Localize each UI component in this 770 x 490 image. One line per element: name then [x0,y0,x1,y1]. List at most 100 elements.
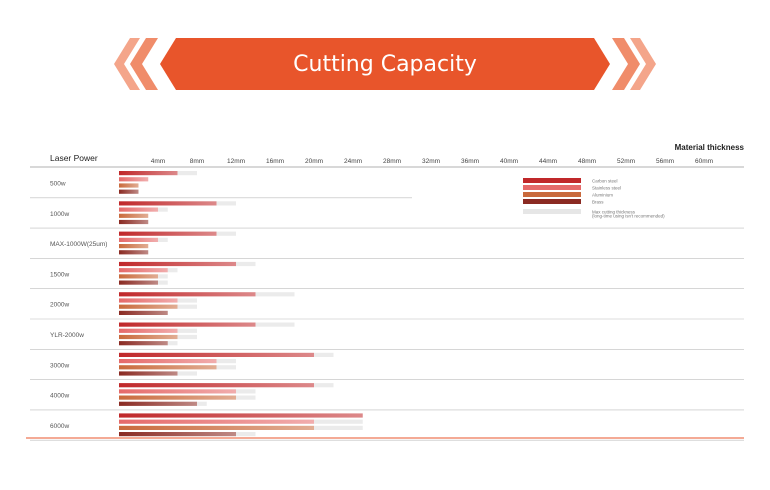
max-thickness-bar [158,237,168,242]
max-thickness-bar [236,389,256,394]
max-thickness-bar [236,261,256,267]
max-thickness-bar [177,171,197,176]
thickness-bar [119,213,149,218]
legend-label: Aluminium [592,193,613,198]
power-label: 3000w [50,362,69,369]
max-thickness-bar [158,274,168,279]
x-tick-label: 32mm [422,158,440,165]
thickness-bar [119,219,149,225]
thickness-bar [119,231,217,236]
thickness-bar [119,171,178,176]
legend-note: (long-time using isn't recommended) [592,214,665,219]
x-tick-label: 12mm [227,158,245,165]
thickness-bar [119,268,168,273]
legend-label: Carbon steel [592,179,618,184]
power-label: 4000w [50,393,69,400]
thickness-bar [119,419,314,424]
max-thickness-bar [236,432,256,437]
thickness-bar [119,322,256,327]
max-thickness-bar [167,268,178,273]
legend: Carbon steel Stainless steel Aluminium Bras… [523,178,665,219]
banner-title: Cutting Capacity [293,52,477,77]
thickness-bar [119,280,158,285]
max-thickness-bar [314,419,363,424]
x-tick-label: 4mm [151,158,165,165]
power-row: 2000w [30,292,744,320]
thickness-bar [119,189,139,194]
power-row: 1500w [30,261,744,290]
max-thickness-bar [314,352,334,357]
x-tick-labels: 4mm 8mm 12mm 16mm 20mm 24mm 28mm 32mm 36mm 40mm 44… [151,158,713,165]
power-row: 3000w [30,352,744,380]
legend-label: Brass [592,200,604,205]
thickness-bar [119,183,139,188]
thickness-bar [119,298,178,303]
power-label: 6000w [50,423,69,430]
max-thickness-bar [177,328,197,333]
power-label: YLR-2000w [50,332,84,339]
x-tick-label: 52mm [617,158,635,165]
thickness-bar [119,328,178,333]
thickness-bar [119,177,149,182]
legend-label: Max cutting thickness [592,210,636,215]
x-tick-label: 48mm [578,158,596,165]
x-tick-label: 56mm [656,158,674,165]
x-axis-label: Material thickness [675,143,745,152]
right-chevron-middle [612,38,640,90]
legend-swatch [523,192,581,197]
max-thickness-bar [158,207,168,212]
power-label: 1500w [50,271,69,278]
left-chevron-outer [114,38,140,90]
thickness-bar [119,365,217,370]
thickness-bar [119,237,158,242]
x-tick-label: 20mm [305,158,323,165]
legend-swatch [523,178,581,183]
thickness-bar [119,341,168,346]
thickness-bar [119,401,197,406]
x-tick-label: 16mm [266,158,284,165]
x-tick-label: 60mm [695,158,713,165]
max-thickness-bar [216,201,236,206]
legend-swatch [523,199,581,204]
max-thickness-bar [167,341,178,346]
x-tick-label: 44mm [539,158,557,165]
thickness-bar [119,207,158,212]
power-rows: 500w 1000w MAX-1000W(25um) 1500w 2000w YLR-20… [30,171,744,441]
max-thickness-bar [216,365,236,370]
title-banner: Cutting Capacity [114,38,656,90]
thickness-bar [119,383,314,388]
thickness-bar [119,389,236,394]
x-tick-label: 28mm [383,158,401,165]
x-tick-label: 40mm [500,158,518,165]
left-chevron-middle [130,38,158,90]
max-thickness-bar [197,401,207,406]
power-row: MAX-1000W(25um) [30,231,744,259]
legend-swatch [523,209,581,214]
power-row: 4000w [30,383,744,411]
power-row: 1000w [30,201,744,229]
thickness-bar [119,371,178,376]
thickness-bar [119,395,236,400]
max-thickness-bar [158,280,168,285]
thickness-bar [119,359,217,364]
thickness-bar [119,352,314,357]
thickness-bar [119,304,178,309]
thickness-bar [119,250,149,255]
thickness-bar [119,201,217,206]
banner-body [160,38,610,90]
max-thickness-bar [255,292,295,297]
power-row: 500w [30,171,412,199]
max-thickness-bar [216,359,236,364]
max-thickness-bar [255,322,295,327]
thickness-bar [119,413,363,418]
thickness-bar [119,425,314,430]
thickness-bar [119,274,158,279]
max-thickness-bar [177,304,197,309]
max-thickness-bar [314,383,334,388]
max-thickness-bar [177,298,197,303]
power-label: 500w [50,181,66,188]
legend-label: Stainless steel [592,186,621,191]
max-thickness-bar [216,231,236,236]
power-label: 1000w [50,211,69,218]
